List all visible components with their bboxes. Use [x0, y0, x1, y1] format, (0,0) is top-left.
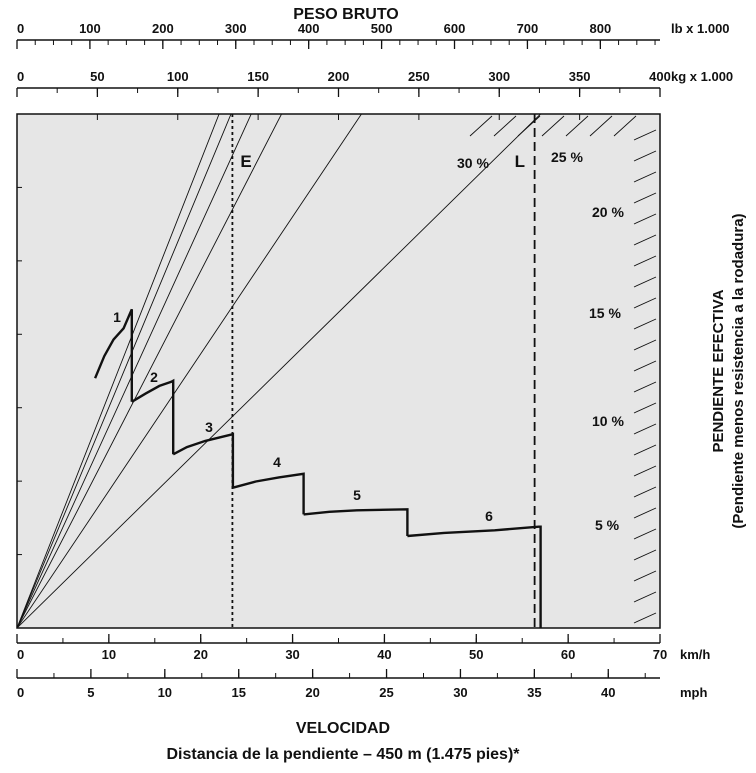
mph-tick-label: 40: [601, 685, 615, 700]
mph-tick-label: 35: [527, 685, 541, 700]
mph-tick-label: 10: [158, 685, 172, 700]
gear-label-2: 2: [150, 369, 158, 385]
grade-label-2: 10 %: [592, 413, 624, 429]
chart-title: PESO BRUTO: [293, 6, 399, 23]
grade-label-6: 30 %: [457, 155, 489, 171]
top-kg-tick-label: 350: [569, 69, 591, 84]
right-axis-title: PENDIENTE EFECTIVA: [710, 289, 727, 452]
gear-label-5: 5: [353, 487, 361, 503]
kmh-tick-label: 70: [653, 647, 667, 662]
top-lb-unit-label: lb x 1.000: [671, 21, 730, 36]
kmh-tick-label: 50: [469, 647, 483, 662]
top-kg-tick-label: 300: [488, 69, 510, 84]
kmh-tick-label: 10: [102, 647, 116, 662]
top-lb-tick-label: 100: [79, 21, 101, 36]
kmh-tick-label: 60: [561, 647, 575, 662]
top-lb-tick-label: 800: [590, 21, 612, 36]
footnote: Distancia de la pendiente – 450 m (1.475…: [166, 746, 520, 763]
top-lb-tick-label: 700: [517, 21, 539, 36]
kmh-tick-label: 40: [377, 647, 391, 662]
mph-tick-label: 5: [87, 685, 94, 700]
top-lb-tick-label: 500: [371, 21, 393, 36]
top-kg-unit-label: kg x 1.000: [671, 69, 733, 84]
reference-label-E: E: [240, 152, 251, 171]
top-kg-tick-label: 400: [649, 69, 671, 84]
kmh-tick-label: 0: [17, 647, 24, 662]
mph-tick-label: 30: [453, 685, 467, 700]
top-lb-tick-label: 400: [298, 21, 320, 36]
right-axis-subtitle: (Pendiente menos resistencia a la rodadu…: [730, 213, 747, 528]
mph-tick-label: 15: [231, 685, 245, 700]
kmh-unit-label: km/h: [680, 647, 710, 662]
x-axis-title: VELOCIDAD: [296, 720, 390, 737]
grade-label-4: 20 %: [592, 204, 624, 220]
top-lb-tick-label: 0: [17, 21, 24, 36]
reference-label-L: L: [515, 152, 525, 171]
grade-label-3: 15 %: [589, 305, 621, 321]
mph-tick-label: 25: [379, 685, 393, 700]
mph-unit-label: mph: [680, 685, 708, 700]
top-kg-tick-label: 50: [90, 69, 104, 84]
top-lb-tick-label: 600: [444, 21, 466, 36]
mph-tick-label: 20: [305, 685, 319, 700]
grade-label-5: 25 %: [551, 149, 583, 165]
top-kg-tick-label: 0: [17, 69, 24, 84]
top-lb-tick-label: 200: [152, 21, 174, 36]
plot-area: [17, 114, 660, 628]
gear-label-4: 4: [273, 454, 281, 470]
top-kg-tick-label: 100: [167, 69, 189, 84]
top-kg-tick-label: 150: [247, 69, 269, 84]
gear-label-3: 3: [205, 419, 213, 435]
top-lb-tick-label: 300: [225, 21, 247, 36]
grade-label-1: 5 %: [595, 517, 620, 533]
gear-label-6: 6: [485, 508, 493, 524]
top-kg-tick-label: 200: [328, 69, 350, 84]
kmh-tick-label: 30: [285, 647, 299, 662]
mph-tick-label: 0: [17, 685, 24, 700]
kmh-tick-label: 20: [193, 647, 207, 662]
top-kg-tick-label: 250: [408, 69, 430, 84]
gear-label-1: 1: [113, 309, 121, 325]
